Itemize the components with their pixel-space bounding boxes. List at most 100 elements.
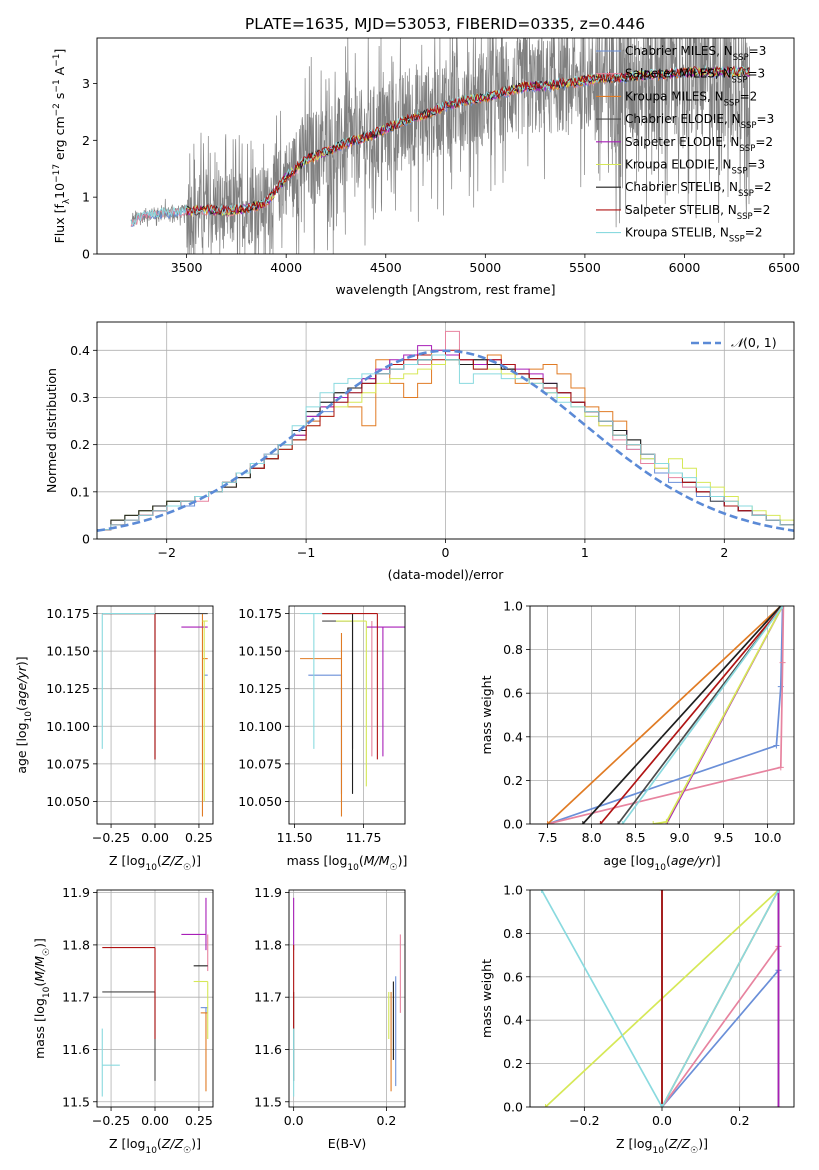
label-part: 10: [145, 863, 157, 873]
x-axis-label: age [log10(age/yr)]: [603, 853, 720, 873]
data-point-marker: [619, 821, 626, 824]
y-tick-label: 0.1: [70, 484, 90, 499]
label-part: age/yr: [14, 665, 29, 706]
x-tick-label: 0.25: [185, 830, 213, 845]
label-part: Flux [f: [52, 204, 67, 244]
cumulative-weight-line-7: [599, 606, 784, 824]
errorbar-area: [101, 897, 209, 1097]
axes-frame: [96, 889, 214, 1108]
model-spectrum-7: [186, 65, 750, 216]
legend-label: Chabrier ELODIE, NSSP=3: [625, 112, 774, 131]
legend-suffix: =3: [747, 67, 765, 81]
y-tick-label: 11.6: [254, 1042, 282, 1057]
observed-spectrum: [130, 38, 751, 254]
label-part: s: [52, 93, 67, 104]
label-part: (: [666, 853, 671, 868]
y-tick-label: 10.050: [238, 794, 282, 809]
spectrum-plot-area: [130, 38, 751, 254]
legend-text: Salpeter STELIB, N: [625, 203, 737, 217]
mass-weight-vs-age-panel: 7.5 8.0 8.5 9.0 9.5 10.0 0.0 0.2 0.4 0.6 0.8 1.0 age…: [479, 599, 795, 873]
age-vs-metallicity-panel: −0.25 0.00 0.25 10.050 10.075 10.100 10.125 10.…: [14, 605, 214, 873]
x-tick-label: 8.5: [626, 830, 646, 845]
label-part: Z/Z: [161, 1136, 184, 1151]
legend-subscript: SSP: [729, 235, 745, 245]
axes-frame: [96, 605, 214, 825]
y-axis-label: mass weight: [479, 675, 494, 754]
y-tick-label: 11.5: [62, 1094, 90, 1109]
cumulative-weight-line-5: [653, 606, 784, 824]
y-tick-label: 0.0: [503, 817, 523, 832]
x-tick-label: 8.0: [582, 830, 602, 845]
y-tick-label: 0.4: [503, 729, 523, 744]
y-axis-label: age [log10(age/yr)]: [14, 656, 34, 773]
x-tick-label: 0.0: [284, 1113, 304, 1128]
x-tick-label: 3500: [171, 260, 203, 275]
data-point-marker: [775, 890, 782, 893]
legend-text: Chabrier STELIB, N: [625, 180, 738, 194]
label-part: −1: [52, 79, 62, 92]
label-part: ☉: [690, 1146, 698, 1156]
cumulative-weight-line-0: [547, 606, 784, 824]
legend-suffix: =2: [740, 89, 758, 103]
y-tick-label: 0.0: [503, 1100, 523, 1115]
y-tick-label: 2: [82, 133, 90, 148]
label-part: age/yr: [671, 853, 712, 868]
figure-title: PLATE=1635, MJD=53053, FIBERID=0335, z=0…: [245, 15, 645, 33]
legend-subscript: SSP: [732, 167, 748, 177]
y-tick-label: 0.6: [503, 969, 523, 984]
label-part: )]: [191, 853, 201, 868]
legend-text: Chabrier ELODIE, N: [625, 112, 741, 126]
legend-text: Kroupa ELODIE, N: [625, 158, 732, 172]
x-tick-label: 10.0: [754, 830, 782, 845]
label-part: 10: [145, 1146, 157, 1156]
data-point-marker: [615, 821, 621, 824]
label-part: )]: [14, 656, 29, 666]
legend-label: Chabrier STELIB, NSSP=2: [625, 180, 772, 199]
legend-label: Kroupa ELODIE, NSSP=3: [625, 158, 765, 177]
label-part: Z [log: [109, 853, 145, 868]
axes-frame: [288, 605, 406, 825]
errorbar-area: [293, 897, 401, 1097]
y-tick-label: 10.075: [238, 756, 282, 771]
label-part: age [log: [14, 722, 29, 773]
x-tick-label: 5500: [569, 260, 601, 275]
legend-text: Salpeter MILES, N: [625, 67, 732, 81]
x-tick-label: 6500: [768, 260, 800, 275]
label-part: )]: [398, 853, 408, 868]
line-plot-area: [538, 890, 782, 1107]
data-point-marker: [650, 821, 657, 824]
y-tick-label: 10.125: [238, 681, 282, 696]
age-vs-mass-panel: 11.50 11.75 10.050 10.075 10.100 10.125 10.150…: [238, 605, 408, 873]
x-tick-label: 4500: [370, 260, 402, 275]
x-tick-label: 9.5: [714, 830, 734, 845]
x-tick-label: −2: [157, 545, 175, 560]
y-tick-label: 0: [82, 532, 90, 547]
label-part: ]: [52, 49, 67, 54]
label-part: −17: [52, 164, 62, 183]
label-part: 10: [42, 986, 52, 998]
legend-subscript: SSP: [724, 98, 740, 108]
legend-text: Kroupa STELIB, N: [625, 226, 729, 240]
legend-subscript: SSP: [741, 121, 757, 131]
data-point-marker: [779, 606, 786, 609]
legend-text: Salpeter ELODIE, N: [625, 135, 739, 149]
legend-suffix: =3: [747, 158, 765, 172]
legend-subscript: SSP: [732, 76, 748, 86]
legend-suffix: =2: [753, 203, 771, 217]
data-point-marker: [538, 890, 545, 893]
y-axis-label: mass [log10(M/M☉)]: [32, 938, 52, 1059]
legend-label: Salpeter MILES, NSSP=3: [625, 67, 765, 86]
data-point-marker: [775, 1104, 782, 1107]
y-tick-label: 0.3: [70, 390, 90, 405]
y-axis-label: mass weight: [479, 959, 494, 1038]
label-part: (: [14, 706, 29, 711]
label-part: (0, 1): [743, 335, 777, 350]
y-tick-label: 11.9: [254, 885, 282, 900]
label-part: mass [log: [32, 998, 47, 1059]
label-part: −2: [52, 103, 62, 116]
x-tick-label: 0: [442, 545, 450, 560]
legend-subscript: SSP: [733, 53, 749, 63]
x-tick-label: −1: [297, 545, 315, 560]
legend-subscript: SSP: [737, 212, 753, 222]
